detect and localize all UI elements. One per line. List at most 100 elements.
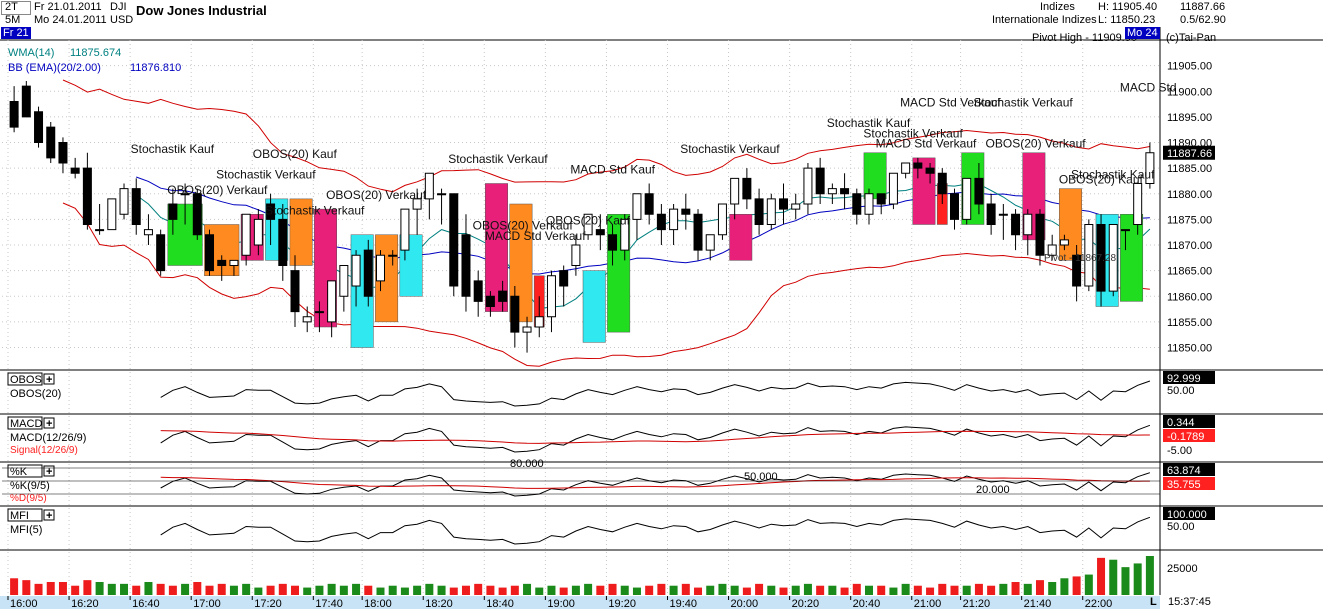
candle-body [1047,244,1057,256]
time-tick-label: 17:40 [315,598,343,609]
candle-body [1059,239,1069,246]
candle-body [168,203,178,220]
candle-body [278,218,288,266]
candles [9,81,1155,353]
candle-body [498,290,508,302]
volume-bar [449,587,458,595]
day-tag-right: Mo 24 [1125,27,1160,39]
volume-panel: 25000 [0,549,1323,595]
ema-line [136,176,1150,275]
interval[interactable]: 5M [5,14,21,26]
candle-body [266,203,276,220]
volume-bar [46,582,55,595]
volume-bar [168,585,177,595]
candle-body [974,177,984,205]
volume-bar [156,583,165,595]
candle-body [913,162,923,169]
candle-body [107,198,117,231]
bollinger-upper [62,79,1150,193]
signal-annotation: OBOS(20) Kauf [1059,173,1144,187]
volume-bar [938,583,947,595]
pivot-label: Pivot - 11867.28 [1044,253,1117,264]
candle-body [156,234,166,272]
panel-value: 0.344 [1167,417,1195,429]
volume-bar [498,587,507,595]
signal-annotation: OBOS(20) Verkauf [473,219,574,233]
volume-bar [132,585,141,595]
candle-body [730,177,740,205]
period-short[interactable]: 2T [5,1,18,13]
volume-bar [181,583,190,595]
signal-annotation: Stochastik Verkauf [216,167,316,181]
volume-bar [608,583,617,595]
l-marker: L [1150,596,1157,608]
volume-bar [865,585,873,595]
panel-tag: %K [10,466,28,478]
volume-bar [1035,580,1044,595]
candle-body [412,198,422,210]
period-box[interactable] [1,1,31,15]
volume-bar [974,583,983,595]
volume-bar [840,587,849,595]
candle-body [840,188,850,195]
volume-bar [987,585,996,595]
panel-label: %K(9/5) [10,480,50,492]
volume-bar [413,585,422,595]
candle-body [461,234,471,297]
panel-tag: MFI [10,510,29,522]
volume-bar [547,585,556,595]
volume-bar [901,583,910,595]
volume-bar [523,583,532,595]
volume-bar [437,585,446,595]
panel-tick: 50.00 [1167,521,1195,533]
candle-body [852,193,862,215]
day-tag-left: Fr 21 [1,27,31,39]
volume-bar [816,585,825,595]
candle-body [779,198,789,210]
signal-box-green [863,152,887,200]
volume-bar [1072,576,1081,595]
candle-body [34,111,44,143]
price-tick-label: 11870.00 [1167,240,1212,252]
volume-bar [193,582,202,595]
candle-body [803,167,813,205]
volume-bar [1121,567,1130,595]
volume-bar [1011,582,1020,595]
volume-tick: 25000 [1167,563,1198,575]
candle-body [302,316,312,323]
symbol: DJI [110,1,127,13]
candle-body [754,198,764,225]
volume-bar [620,585,629,595]
volume-bar [889,587,898,595]
volume-bar [596,585,605,595]
candle-body [1133,183,1143,225]
volume-bar [205,585,214,595]
candle-body [1011,213,1021,236]
signal-annotations: Stochastik Kauf OBOS(20) Verkauf Stochasti… [8,47,1177,243]
volume-bar [425,583,434,595]
panel-line [160,380,1151,407]
pivot-high-label: Pivot High - 11909.90 [1032,32,1137,44]
volume-bar [10,578,19,595]
candle-body [986,203,996,225]
price-tick-label: 11850.00 [1167,343,1212,355]
candle-body [424,172,434,200]
candle-body [58,142,68,164]
signal-boxes [167,152,1144,348]
candle-body [314,311,324,314]
volume-bar [828,585,837,595]
candle-body [522,326,532,333]
volume-bar [303,587,312,595]
signal-annotation: Stochastik Kauf [131,142,215,156]
volume-bar [474,583,483,595]
candle-body [876,193,886,205]
price-tick-label: 11885.00 [1167,163,1212,175]
signal-annotation: MACD Std Verkauf [485,229,586,243]
signal-annotation: Stochastik Verkauf [973,96,1073,110]
candle-body [937,172,947,195]
volume-bar [1060,578,1069,595]
candle-body [1145,152,1155,184]
price-tick-label: 11900.00 [1167,86,1212,98]
